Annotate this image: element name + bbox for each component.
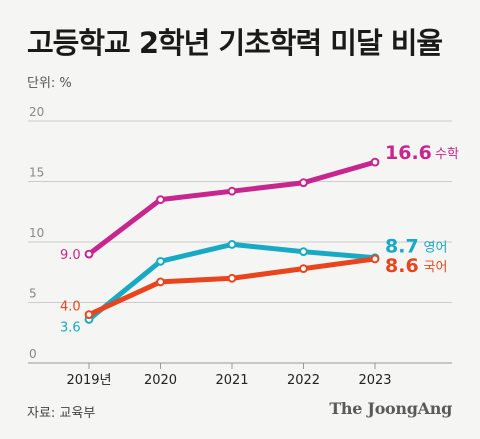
data-point-수학 bbox=[156, 195, 165, 205]
publisher-logo: The JoongAng bbox=[329, 399, 452, 418]
data-point-국어 bbox=[84, 310, 94, 320]
data-point-수학 bbox=[370, 157, 380, 167]
data-point-국어 bbox=[156, 277, 165, 287]
data-point-국어 bbox=[299, 264, 308, 274]
series-name-label-영어: 영어 bbox=[424, 241, 448, 256]
y-tick-label: 0 bbox=[29, 347, 37, 361]
y-tick-label: 5 bbox=[29, 287, 37, 301]
data-point-수학 bbox=[299, 178, 308, 188]
source-note: 자료: 교육부 bbox=[27, 406, 96, 421]
x-tick-label: 2020 bbox=[144, 373, 177, 388]
data-point-영어 bbox=[299, 247, 308, 257]
x-tick-label: 2023 bbox=[358, 373, 391, 388]
x-tick-label: 2021 bbox=[215, 373, 248, 388]
data-point-영어 bbox=[156, 256, 165, 266]
data-point-국어 bbox=[370, 254, 380, 264]
data-point-수학 bbox=[84, 249, 94, 259]
data-point-수학 bbox=[227, 186, 237, 196]
y-tick-label: 20 bbox=[29, 105, 44, 119]
start-value-label-수학: 9.0 bbox=[60, 248, 81, 263]
y-tick-label: 10 bbox=[29, 226, 44, 240]
start-value-label-국어: 4.0 bbox=[60, 300, 81, 315]
start-value-label-영어: 3.6 bbox=[60, 320, 81, 335]
x-tick-label: 2022 bbox=[287, 373, 320, 388]
chart-title: 고등학교 2학년 기초학력 미달 비율 bbox=[27, 26, 443, 60]
y-tick-label: 15 bbox=[29, 166, 44, 180]
x-tick-label: 2019년 bbox=[66, 373, 111, 388]
end-value-label-영어: 8.7 bbox=[385, 236, 419, 258]
end-value-label-국어: 8.6 bbox=[385, 255, 419, 277]
series-name-label-국어: 국어 bbox=[424, 260, 448, 275]
data-point-국어 bbox=[227, 273, 237, 283]
data-point-영어 bbox=[227, 240, 237, 249]
series-name-label-수학: 수학 bbox=[435, 147, 459, 162]
end-value-label-수학: 16.6 bbox=[385, 142, 432, 164]
unit-label: 단위: % bbox=[27, 76, 72, 91]
